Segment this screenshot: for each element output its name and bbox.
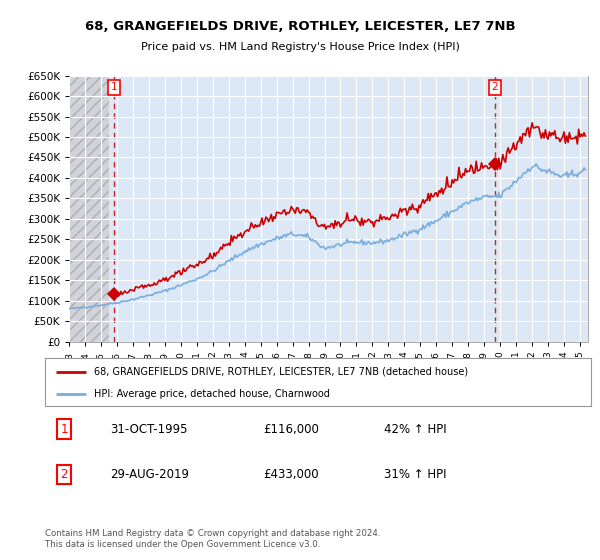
Text: 31-OCT-1995: 31-OCT-1995 xyxy=(110,423,188,436)
Text: 31% ↑ HPI: 31% ↑ HPI xyxy=(383,468,446,481)
Text: 2: 2 xyxy=(61,468,68,481)
Text: 2: 2 xyxy=(491,82,498,92)
Text: HPI: Average price, detached house, Charnwood: HPI: Average price, detached house, Char… xyxy=(94,389,330,399)
Text: 68, GRANGEFIELDS DRIVE, ROTHLEY, LEICESTER, LE7 7NB: 68, GRANGEFIELDS DRIVE, ROTHLEY, LEICEST… xyxy=(85,20,515,32)
Text: 29-AUG-2019: 29-AUG-2019 xyxy=(110,468,190,481)
Text: 1: 1 xyxy=(111,82,118,92)
Text: 1: 1 xyxy=(61,423,68,436)
Text: £116,000: £116,000 xyxy=(263,423,319,436)
Text: £433,000: £433,000 xyxy=(263,468,319,481)
Bar xyxy=(69,76,109,342)
Text: 42% ↑ HPI: 42% ↑ HPI xyxy=(383,423,446,436)
Text: 68, GRANGEFIELDS DRIVE, ROTHLEY, LEICESTER, LE7 7NB (detached house): 68, GRANGEFIELDS DRIVE, ROTHLEY, LEICEST… xyxy=(94,367,468,377)
Text: Contains HM Land Registry data © Crown copyright and database right 2024.
This d: Contains HM Land Registry data © Crown c… xyxy=(45,529,380,549)
Text: Price paid vs. HM Land Registry's House Price Index (HPI): Price paid vs. HM Land Registry's House … xyxy=(140,42,460,52)
